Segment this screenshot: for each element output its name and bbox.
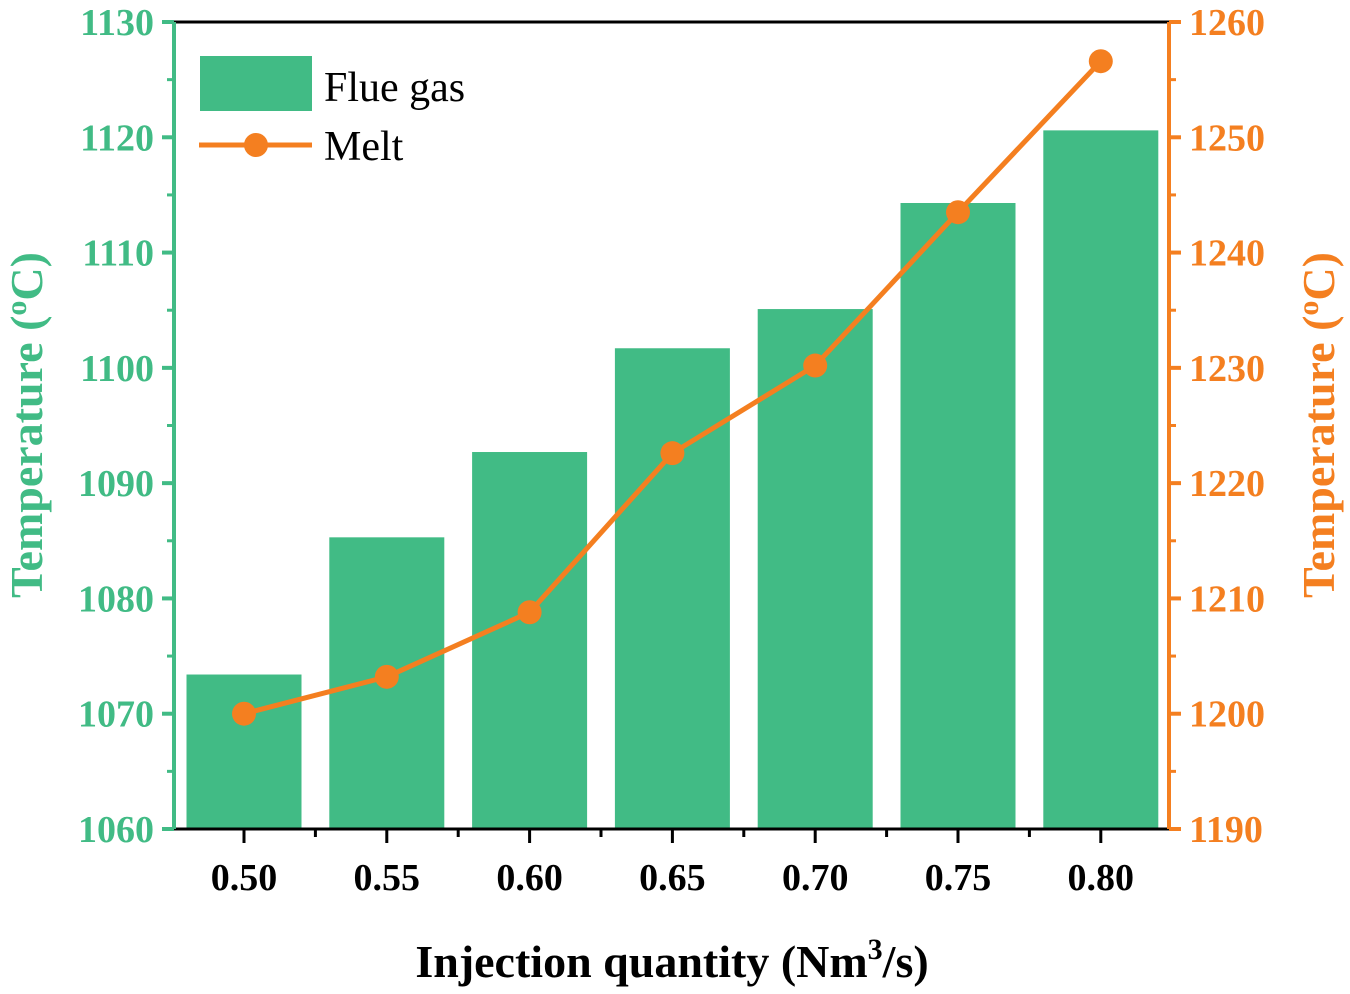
bar-0.50 <box>186 674 302 829</box>
bar-0.65 <box>614 348 730 829</box>
right-y-tick-label-1260: 1260 <box>1189 2 1265 44</box>
melt-point-0.50 <box>232 701 256 726</box>
legend-melt-marker <box>244 133 268 157</box>
x-tick-label-0.80: 0.80 <box>1068 857 1135 899</box>
x-tick-label-0.60: 0.60 <box>496 857 563 899</box>
melt-point-0.75 <box>946 200 970 225</box>
melt-point-0.70 <box>803 353 828 378</box>
melt-point-0.55 <box>374 664 399 689</box>
x-tick-label-0.55: 0.55 <box>354 857 421 899</box>
left-y-axis-title: Temperature (oC) <box>0 252 52 598</box>
bar-0.80 <box>1043 130 1159 829</box>
x-tick-label-0.75: 0.75 <box>925 857 992 899</box>
bar-0.75 <box>900 202 1016 830</box>
left-y-axis-ticks: 1060 1070 1080 1090 1100 1110 1120 1130 <box>78 2 174 851</box>
left-y-tick-label-1130: 1130 <box>80 2 154 44</box>
right-y-tick-label-1190: 1190 <box>1189 809 1263 851</box>
right-y-tick-label-1230: 1230 <box>1189 348 1265 390</box>
x-tick-label-0.50: 0.50 <box>211 857 278 899</box>
right-y-tick-label-1250: 1250 <box>1189 117 1265 159</box>
left-y-tick-label-1070: 1070 <box>78 694 154 736</box>
x-tick-label-0.70: 0.70 <box>782 857 849 899</box>
right-y-tick-label-1200: 1200 <box>1189 694 1265 736</box>
bar-0.70 <box>757 309 873 830</box>
bar-0.60 <box>472 452 588 829</box>
right-y-axis-ticks: 1190 1200 1210 1220 1230 1240 1250 1260 <box>1169 2 1265 851</box>
left-y-tick-label-1080: 1080 <box>78 578 154 620</box>
left-y-tick-label-1090: 1090 <box>78 463 154 505</box>
left-y-tick-label-1110: 1110 <box>82 233 154 275</box>
legend: Flue gas Melt <box>199 56 465 170</box>
right-y-tick-label-1210: 1210 <box>1189 578 1265 620</box>
legend-flue-gas-label: Flue gas <box>324 65 465 111</box>
line-series-melt <box>232 49 1113 726</box>
melt-point-0.60 <box>517 600 542 625</box>
x-axis-title: Injection quantity (Nm3/s) <box>415 933 928 987</box>
left-y-tick-label-1120: 1120 <box>80 117 154 159</box>
legend-flue-gas-swatch <box>200 56 312 111</box>
bar-series-flue-gas <box>186 130 1159 830</box>
melt-point-0.80 <box>1088 49 1113 74</box>
right-y-tick-label-1220: 1220 <box>1189 463 1265 505</box>
legend-melt-label: Melt <box>324 124 404 170</box>
left-y-tick-label-1100: 1100 <box>80 348 154 390</box>
left-y-tick-label-1060: 1060 <box>78 809 154 851</box>
melt-point-0.65 <box>660 441 685 466</box>
right-y-tick-label-1240: 1240 <box>1189 233 1265 275</box>
x-axis-ticks: 0.50 0.55 0.60 0.65 0.70 0.75 0.80 <box>211 829 1134 899</box>
x-tick-label-0.65: 0.65 <box>639 857 706 899</box>
right-y-axis-title: Temperature (oC) <box>1292 252 1344 598</box>
